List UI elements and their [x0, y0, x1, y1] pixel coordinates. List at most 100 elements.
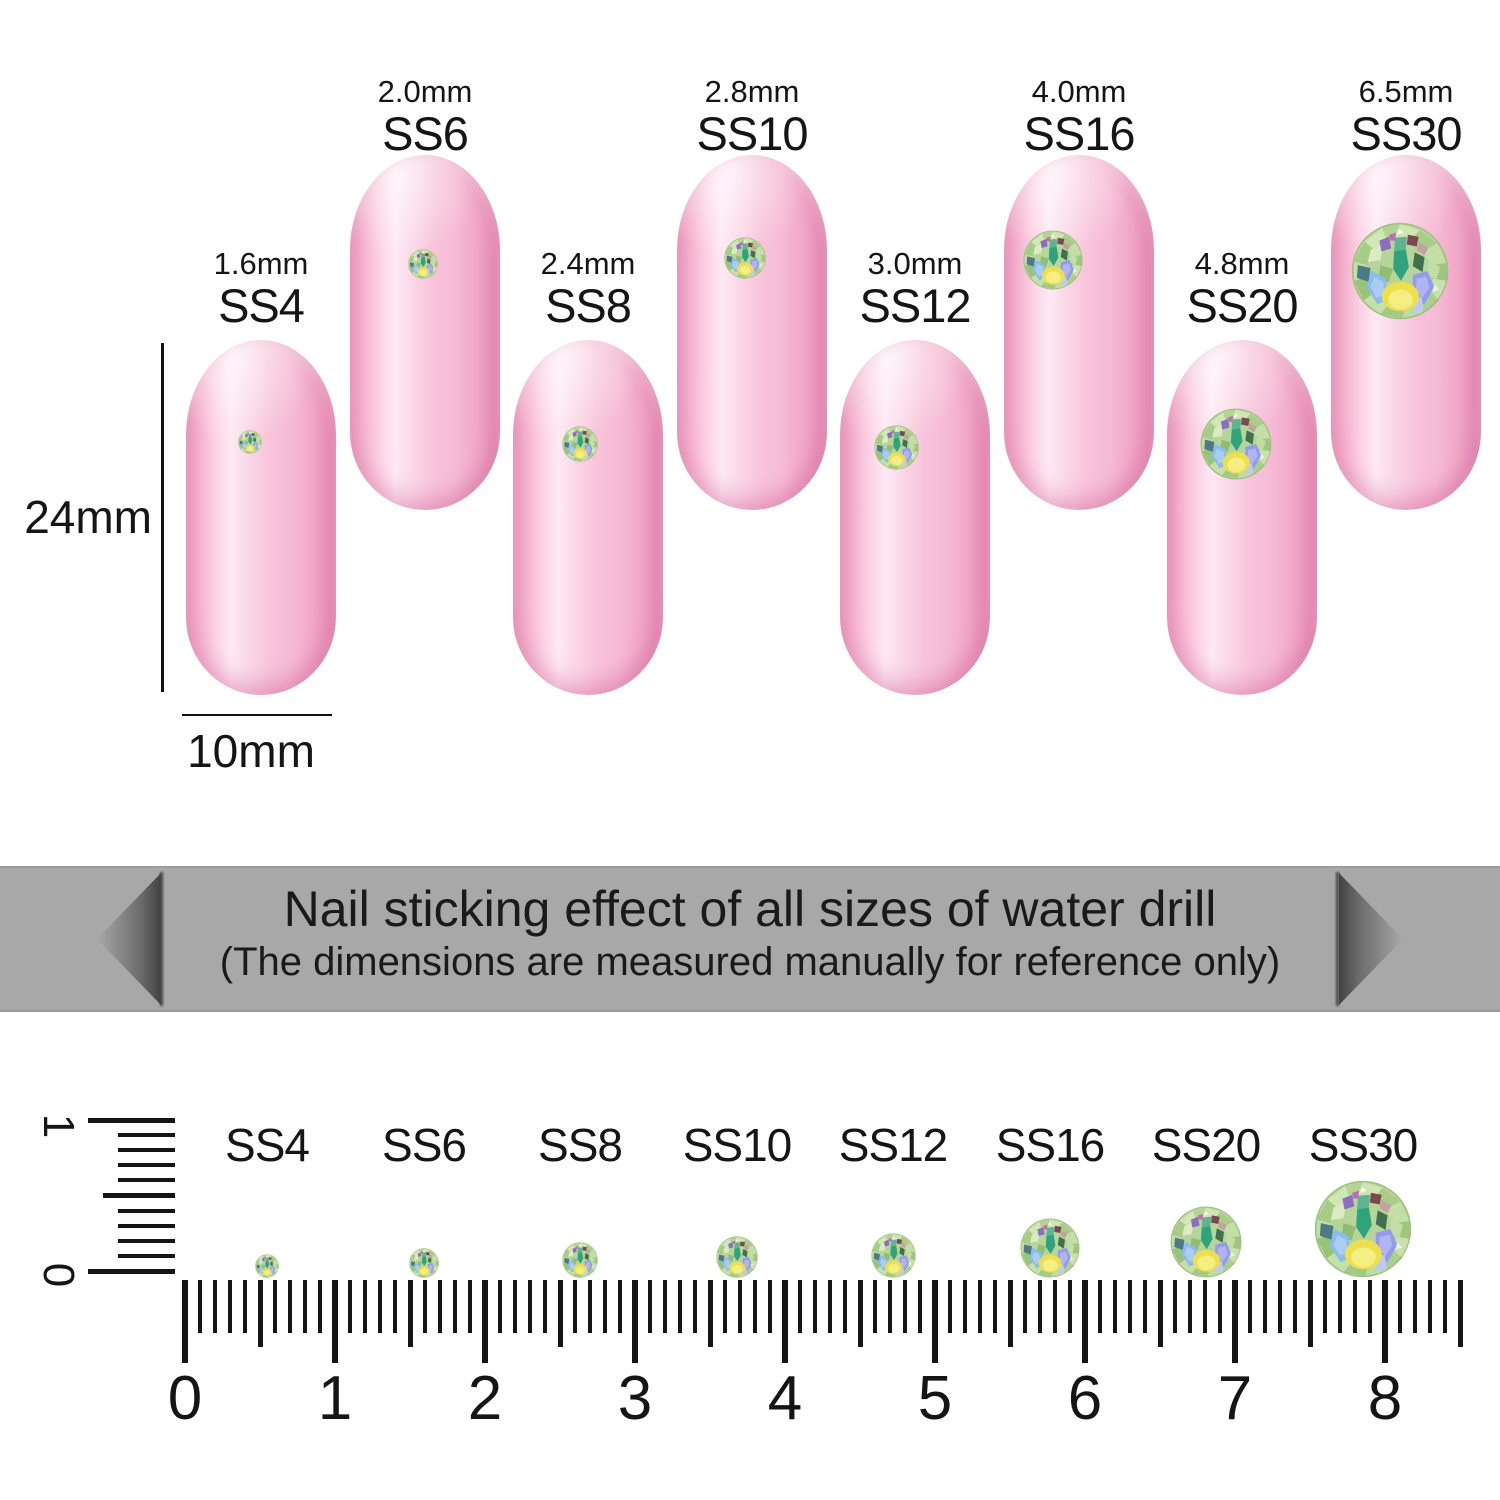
ruler-tick-minor: [348, 1280, 352, 1333]
ruler-tick-minor: [723, 1280, 727, 1333]
height-measure-line: [161, 343, 164, 692]
nail-size-label-ss10: 2.8mm SS10: [632, 76, 872, 157]
ruler-tick-minor: [318, 1280, 322, 1333]
ruler-tick-minor: [513, 1280, 517, 1333]
ruler-tick-major: [182, 1280, 188, 1363]
ruler-tick-major: [332, 1280, 338, 1363]
ruler-tick-minor: [1128, 1280, 1132, 1333]
ruler-number-7: 7: [1217, 1364, 1253, 1433]
ruler-number-8: 8: [1367, 1364, 1403, 1433]
ruler-tick-minor: [903, 1280, 907, 1333]
nail-ss8: [513, 340, 663, 695]
ruler-tick-minor: [528, 1280, 532, 1333]
ruler-tick-major: [782, 1280, 788, 1363]
vruler-tick-minor: [118, 1133, 175, 1138]
ruler-tick-minor: [978, 1280, 982, 1333]
ruler-tick-half: [857, 1280, 863, 1347]
ruler-tick-minor: [303, 1280, 307, 1333]
nail-size-label-ss30: 6.5mm SS30: [1286, 76, 1500, 157]
ruler-tick-minor: [543, 1280, 547, 1333]
ruler-tick-minor: [768, 1280, 772, 1333]
ruler-tick-half: [707, 1280, 713, 1347]
ruler-tick-minor: [603, 1280, 607, 1333]
nail-size-label-ss4: 1.6mm SS4: [141, 248, 381, 329]
ruler-tick-minor: [843, 1280, 847, 1333]
ruler-gem-ss10: [716, 1236, 758, 1278]
nail-ss12: [840, 340, 990, 695]
ruler-tick-major: [1382, 1280, 1388, 1363]
nail-size-ss: SS4: [218, 279, 305, 332]
rhinestone-gem-ss4: [238, 430, 262, 454]
ruler-tick-minor: [813, 1280, 817, 1333]
ruler-tick-minor: [753, 1280, 757, 1333]
nail-size-label-ss12: 3.0mm SS12: [795, 248, 1035, 329]
nail-size-label-ss6: 2.0mm SS6: [305, 76, 545, 157]
ruler-tick-major: [482, 1280, 488, 1363]
ruler-tick-minor: [1443, 1280, 1447, 1333]
nail-size-ss: SS8: [545, 279, 632, 332]
ruler-tick-minor: [1113, 1280, 1117, 1333]
ruler-tick-minor: [453, 1280, 457, 1333]
ruler-number-1: 1: [317, 1364, 353, 1433]
ruler-number-5: 5: [917, 1364, 953, 1433]
nail-size-ss: SS12: [859, 279, 972, 332]
nail-size-label-ss8: 2.4mm SS8: [468, 248, 708, 329]
ruler-tick-minor: [243, 1280, 247, 1333]
ruler-tick-half: [257, 1280, 263, 1347]
banner-fold-edge-right: [1336, 872, 1339, 1006]
rhinestone-gem-ss10: [724, 237, 766, 279]
ruler-tick-minor: [1398, 1280, 1402, 1333]
vruler-tick-minor: [118, 1178, 175, 1183]
ruler-gem-ss12: [870, 1233, 916, 1278]
rhinestone-gem-ss12: [873, 424, 919, 470]
nail-size-mm: 1.6mm: [213, 246, 309, 281]
nail-size-label-ss16: 4.0mm SS16: [959, 76, 1199, 157]
ruler-tick-minor: [798, 1280, 802, 1333]
ruler-tick-minor: [423, 1280, 427, 1333]
ruler-ss-label-ss30: SS30: [1308, 1119, 1419, 1171]
nail-ss6: [350, 155, 500, 510]
nail-size-mm: 2.0mm: [377, 74, 473, 109]
ruler-tick-minor: [678, 1280, 682, 1333]
ruler-tick-minor: [663, 1280, 667, 1333]
ruler-tick-minor: [693, 1280, 697, 1333]
ruler-tick-minor: [993, 1280, 997, 1333]
vruler-tick-minor: [118, 1253, 175, 1258]
ruler-tick-minor: [1143, 1280, 1147, 1333]
ruler-tick-minor: [888, 1280, 892, 1333]
ruler-tick-minor: [828, 1280, 832, 1333]
vruler-tick-minor: [118, 1238, 175, 1243]
vruler-tick-minor: [118, 1148, 175, 1153]
ruler-ss-label-ss4: SS4: [225, 1119, 310, 1171]
ruler-tick-major: [1232, 1280, 1238, 1363]
ruler-tick-minor: [468, 1280, 472, 1333]
ruler-tick-half: [1007, 1280, 1013, 1347]
nail-size-mm: 2.8mm: [704, 74, 800, 109]
nail-size-mm: 3.0mm: [867, 246, 963, 281]
rhinestone-gem-ss16: [1023, 230, 1083, 290]
vruler-tick-minor: [118, 1163, 175, 1168]
ruler-ss-label-ss10: SS10: [682, 1119, 793, 1171]
vruler-tick-half: [103, 1193, 175, 1198]
ruler-gem-ss30: [1314, 1180, 1412, 1278]
ruler-tick-half: [1307, 1280, 1313, 1347]
ruler-tick-minor: [198, 1280, 202, 1333]
ruler-tick-half: [557, 1280, 563, 1347]
ruler-tick-minor: [363, 1280, 367, 1333]
ruler-tick-minor: [648, 1280, 652, 1333]
ruler-tick-minor: [948, 1280, 952, 1333]
ruler-tick-minor: [1188, 1280, 1192, 1333]
nail-size-mm: 6.5mm: [1358, 74, 1454, 109]
ruler-tick-minor: [1053, 1280, 1057, 1333]
nail-size-ss: SS10: [696, 107, 809, 160]
ruler-tick-minor: [1038, 1280, 1042, 1333]
vruler-number-1: 1: [34, 1113, 83, 1139]
ruler-tick-minor: [1428, 1280, 1432, 1333]
nail-size-ss: SS16: [1023, 107, 1136, 160]
ruler-tick-minor: [1368, 1280, 1372, 1333]
ruler-tick-minor: [1338, 1280, 1342, 1333]
banner-title: Nail sticking effect of all sizes of wat…: [283, 881, 1217, 937]
ruler-tick-major: [932, 1280, 938, 1363]
ruler-number-6: 6: [1067, 1364, 1103, 1433]
ruler-ss-label-ss12: SS12: [838, 1119, 949, 1171]
